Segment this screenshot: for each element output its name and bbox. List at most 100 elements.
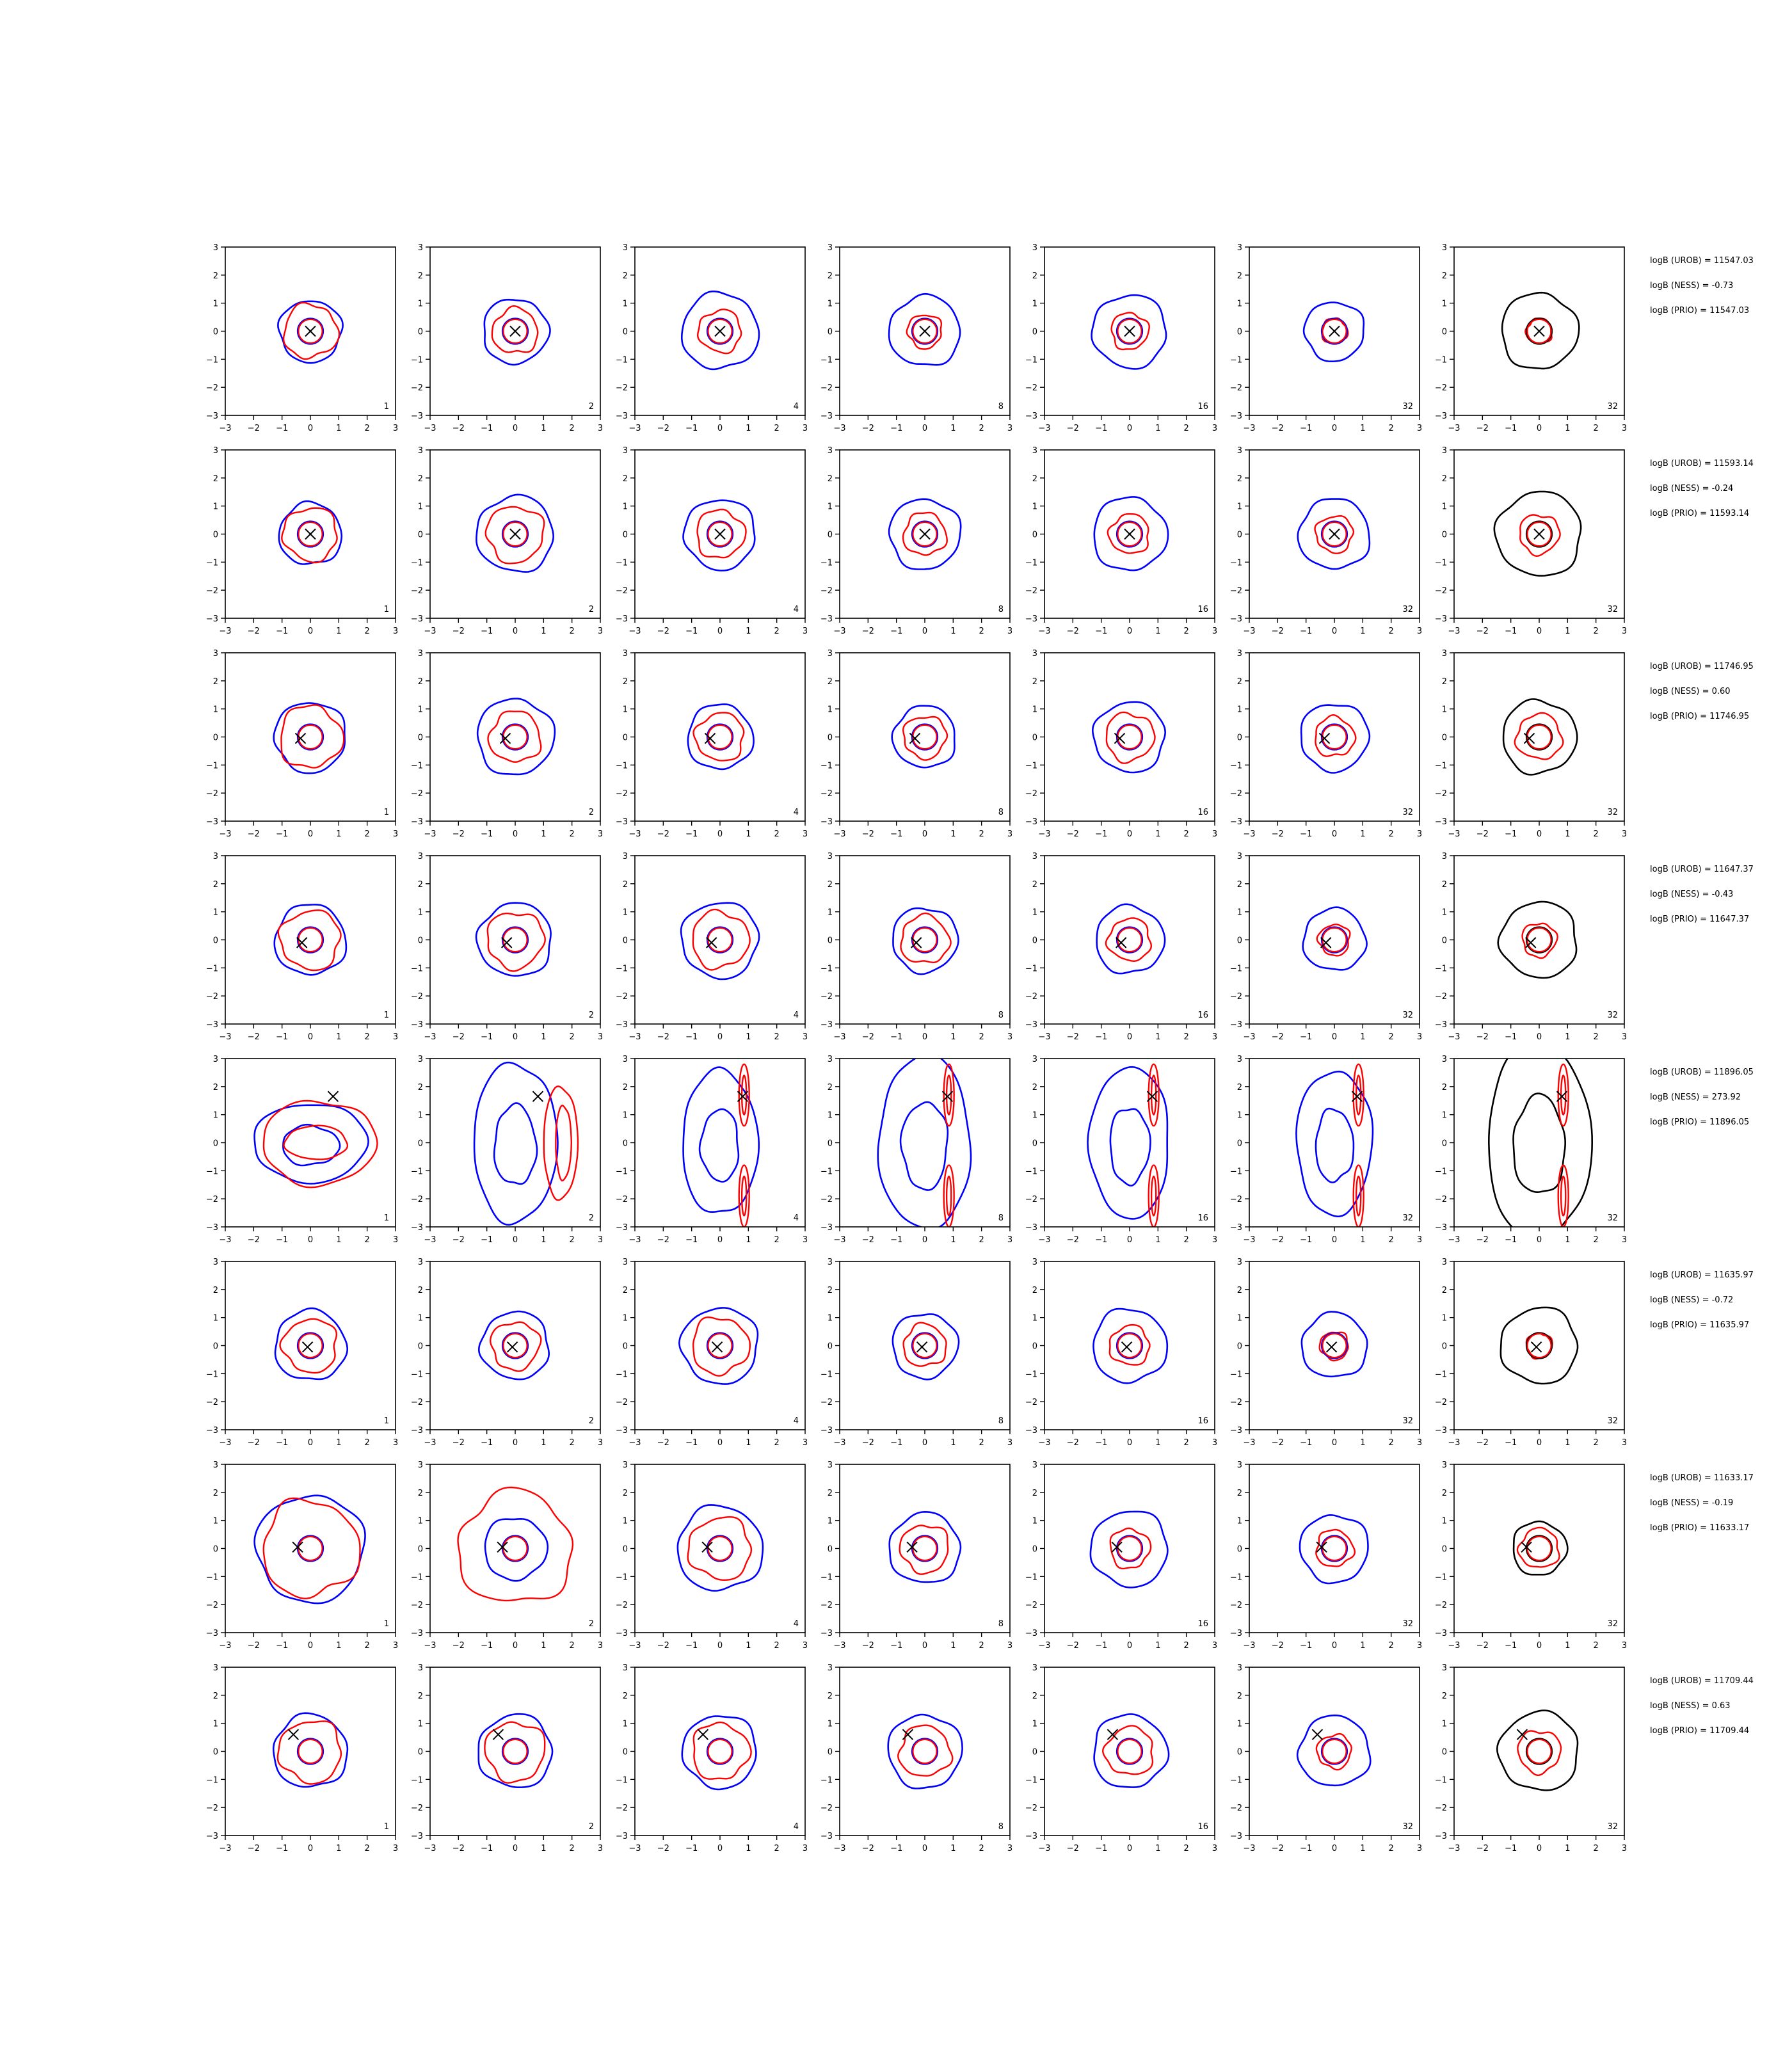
- y-tick-label: 3: [623, 1055, 628, 1064]
- x-tick-label: 3: [1622, 1235, 1627, 1245]
- panel-number-label: 8: [998, 1619, 1004, 1629]
- x-tick-label: 1: [1155, 1032, 1160, 1042]
- true-value-marker: [532, 1091, 544, 1102]
- x-tick-label: −1: [1095, 1641, 1107, 1651]
- contour-layer: [891, 705, 956, 769]
- red-contour-outer: [696, 508, 747, 559]
- x-tick-label: 0: [1537, 1844, 1542, 1853]
- panel-r4-c4: −3−3 −2 −2 −1 −1 0 0 1 1 2 2 3 3 8: [820, 852, 1012, 1042]
- panel-r5-c1: −3−3 −2 −2 −1 −1 0 0 1 1 2 2 3 3 1: [206, 1055, 398, 1245]
- y-tick-label: 0: [1237, 1342, 1242, 1352]
- core-contour: [1320, 926, 1348, 954]
- core-contour: [296, 723, 324, 751]
- x-tick-label: 1: [746, 1844, 751, 1853]
- y-tick-label: −1: [1435, 1572, 1447, 1582]
- panel-number-label: 16: [1197, 1619, 1208, 1629]
- y-tick-label: 3: [1032, 243, 1037, 253]
- x-tick-label: 2: [570, 1844, 575, 1853]
- x-tick-label: 2: [570, 829, 575, 839]
- panel-number-label: 32: [1402, 1822, 1413, 1832]
- outer-contour: [476, 493, 555, 573]
- outer-contour: [473, 1061, 559, 1226]
- true-value-marker: [327, 1091, 339, 1102]
- contour-layer: [273, 702, 346, 774]
- x-tick-label: 1: [1360, 1844, 1365, 1853]
- true-value-marker: [497, 1541, 508, 1553]
- panel-r1-c6: −3−3 −2 −2 −1 −1 0 0 1 1 2 2 3 3 32: [1230, 243, 1422, 433]
- y-tick-label: −1: [1230, 558, 1242, 568]
- y-tick-label: −2: [206, 1398, 218, 1407]
- y-tick-label: −2: [206, 1601, 218, 1610]
- y-tick-label: 1: [418, 1720, 423, 1729]
- x-tick-label: −3: [1448, 1032, 1460, 1042]
- x-tick-label: 0: [1537, 627, 1542, 636]
- y-tick-label: 0: [213, 936, 218, 946]
- x-tick-label: 2: [570, 1032, 575, 1042]
- x-tick-label: 0: [308, 1641, 313, 1651]
- y-tick-label: 2: [1442, 1489, 1447, 1498]
- x-tick-label: 0: [1332, 1438, 1337, 1448]
- outer-contour: [273, 904, 348, 976]
- y-tick-label: 3: [623, 1258, 628, 1267]
- x-tick-label: −1: [1505, 1438, 1517, 1448]
- true-value-marker: [1124, 325, 1135, 337]
- x-tick-label: 2: [1594, 1438, 1599, 1448]
- y-tick-label: −2: [1230, 1804, 1242, 1813]
- y-tick-label: −1: [206, 761, 218, 771]
- y-tick-label: 1: [1032, 502, 1037, 512]
- y-tick-label: −1: [820, 355, 833, 365]
- y-tick-label: −3: [820, 817, 833, 827]
- outer-contour: [1297, 498, 1371, 570]
- x-tick-label: 1: [1360, 1032, 1365, 1042]
- panel-r2-c7: −3−3 −2 −2 −1 −1 0 0 1 1 2 2 3 3 32: [1435, 446, 1627, 636]
- y-tick-label: 3: [418, 1258, 423, 1267]
- y-tick-label: 0: [1032, 1748, 1037, 1757]
- x-tick-label: −1: [1095, 424, 1107, 433]
- outer-contour: [687, 703, 755, 771]
- x-tick-label: 2: [365, 424, 370, 433]
- y-tick-label: 2: [1237, 1489, 1242, 1498]
- y-tick-label: 3: [213, 1258, 218, 1267]
- y-tick-label: −3: [1025, 1020, 1037, 1030]
- x-tick-label: −2: [657, 1438, 669, 1448]
- red-contour-inner: [283, 1124, 349, 1160]
- x-tick-label: 1: [336, 829, 341, 839]
- y-tick-label: 3: [213, 1663, 218, 1673]
- outer-contour: [1091, 701, 1167, 774]
- x-tick-label: 1: [1360, 1235, 1365, 1245]
- true-value-marker: [1523, 732, 1535, 744]
- y-tick-label: −3: [1435, 614, 1447, 624]
- y-tick-label: 0: [828, 328, 833, 337]
- y-tick-label: 0: [1032, 1342, 1037, 1352]
- outer-contour: [274, 1307, 348, 1380]
- panel-number-label: 1: [384, 1416, 389, 1426]
- panel-number-label: 8: [998, 1213, 1004, 1223]
- y-tick-label: −3: [206, 817, 218, 827]
- x-tick-label: −2: [1067, 1032, 1079, 1042]
- x-tick-label: 0: [717, 1032, 723, 1042]
- y-tick-label: −2: [616, 789, 628, 799]
- x-tick-label: −2: [248, 1438, 260, 1448]
- contour-layer: [1297, 498, 1371, 570]
- panel-number-label: 2: [589, 1213, 594, 1223]
- y-tick-label: 3: [1032, 852, 1037, 861]
- y-tick-label: −2: [1435, 586, 1447, 596]
- y-tick-label: 3: [418, 446, 423, 456]
- contour-layer: [1501, 291, 1580, 370]
- y-tick-label: 3: [828, 649, 833, 659]
- x-tick-label: −1: [890, 424, 902, 433]
- x-tick-label: 0: [1127, 1032, 1132, 1042]
- x-tick-label: −2: [1476, 1438, 1489, 1448]
- panel-number-label: 16: [1197, 1822, 1208, 1832]
- outer-contour: [277, 300, 344, 364]
- x-tick-label: −2: [862, 1438, 874, 1448]
- x-tick-label: −2: [248, 1641, 260, 1651]
- x-tick-label: 2: [1594, 424, 1599, 433]
- panel-r4-c2: −3−3 −2 −2 −1 −1 0 0 1 1 2 2 3 3 2: [411, 852, 603, 1042]
- x-tick-label: 0: [1537, 1235, 1542, 1245]
- y-tick-label: 3: [828, 446, 833, 456]
- x-tick-label: −2: [1272, 829, 1284, 839]
- core-contour-red: [707, 318, 733, 344]
- x-tick-label: −3: [833, 1641, 845, 1651]
- core-contour: [501, 317, 529, 345]
